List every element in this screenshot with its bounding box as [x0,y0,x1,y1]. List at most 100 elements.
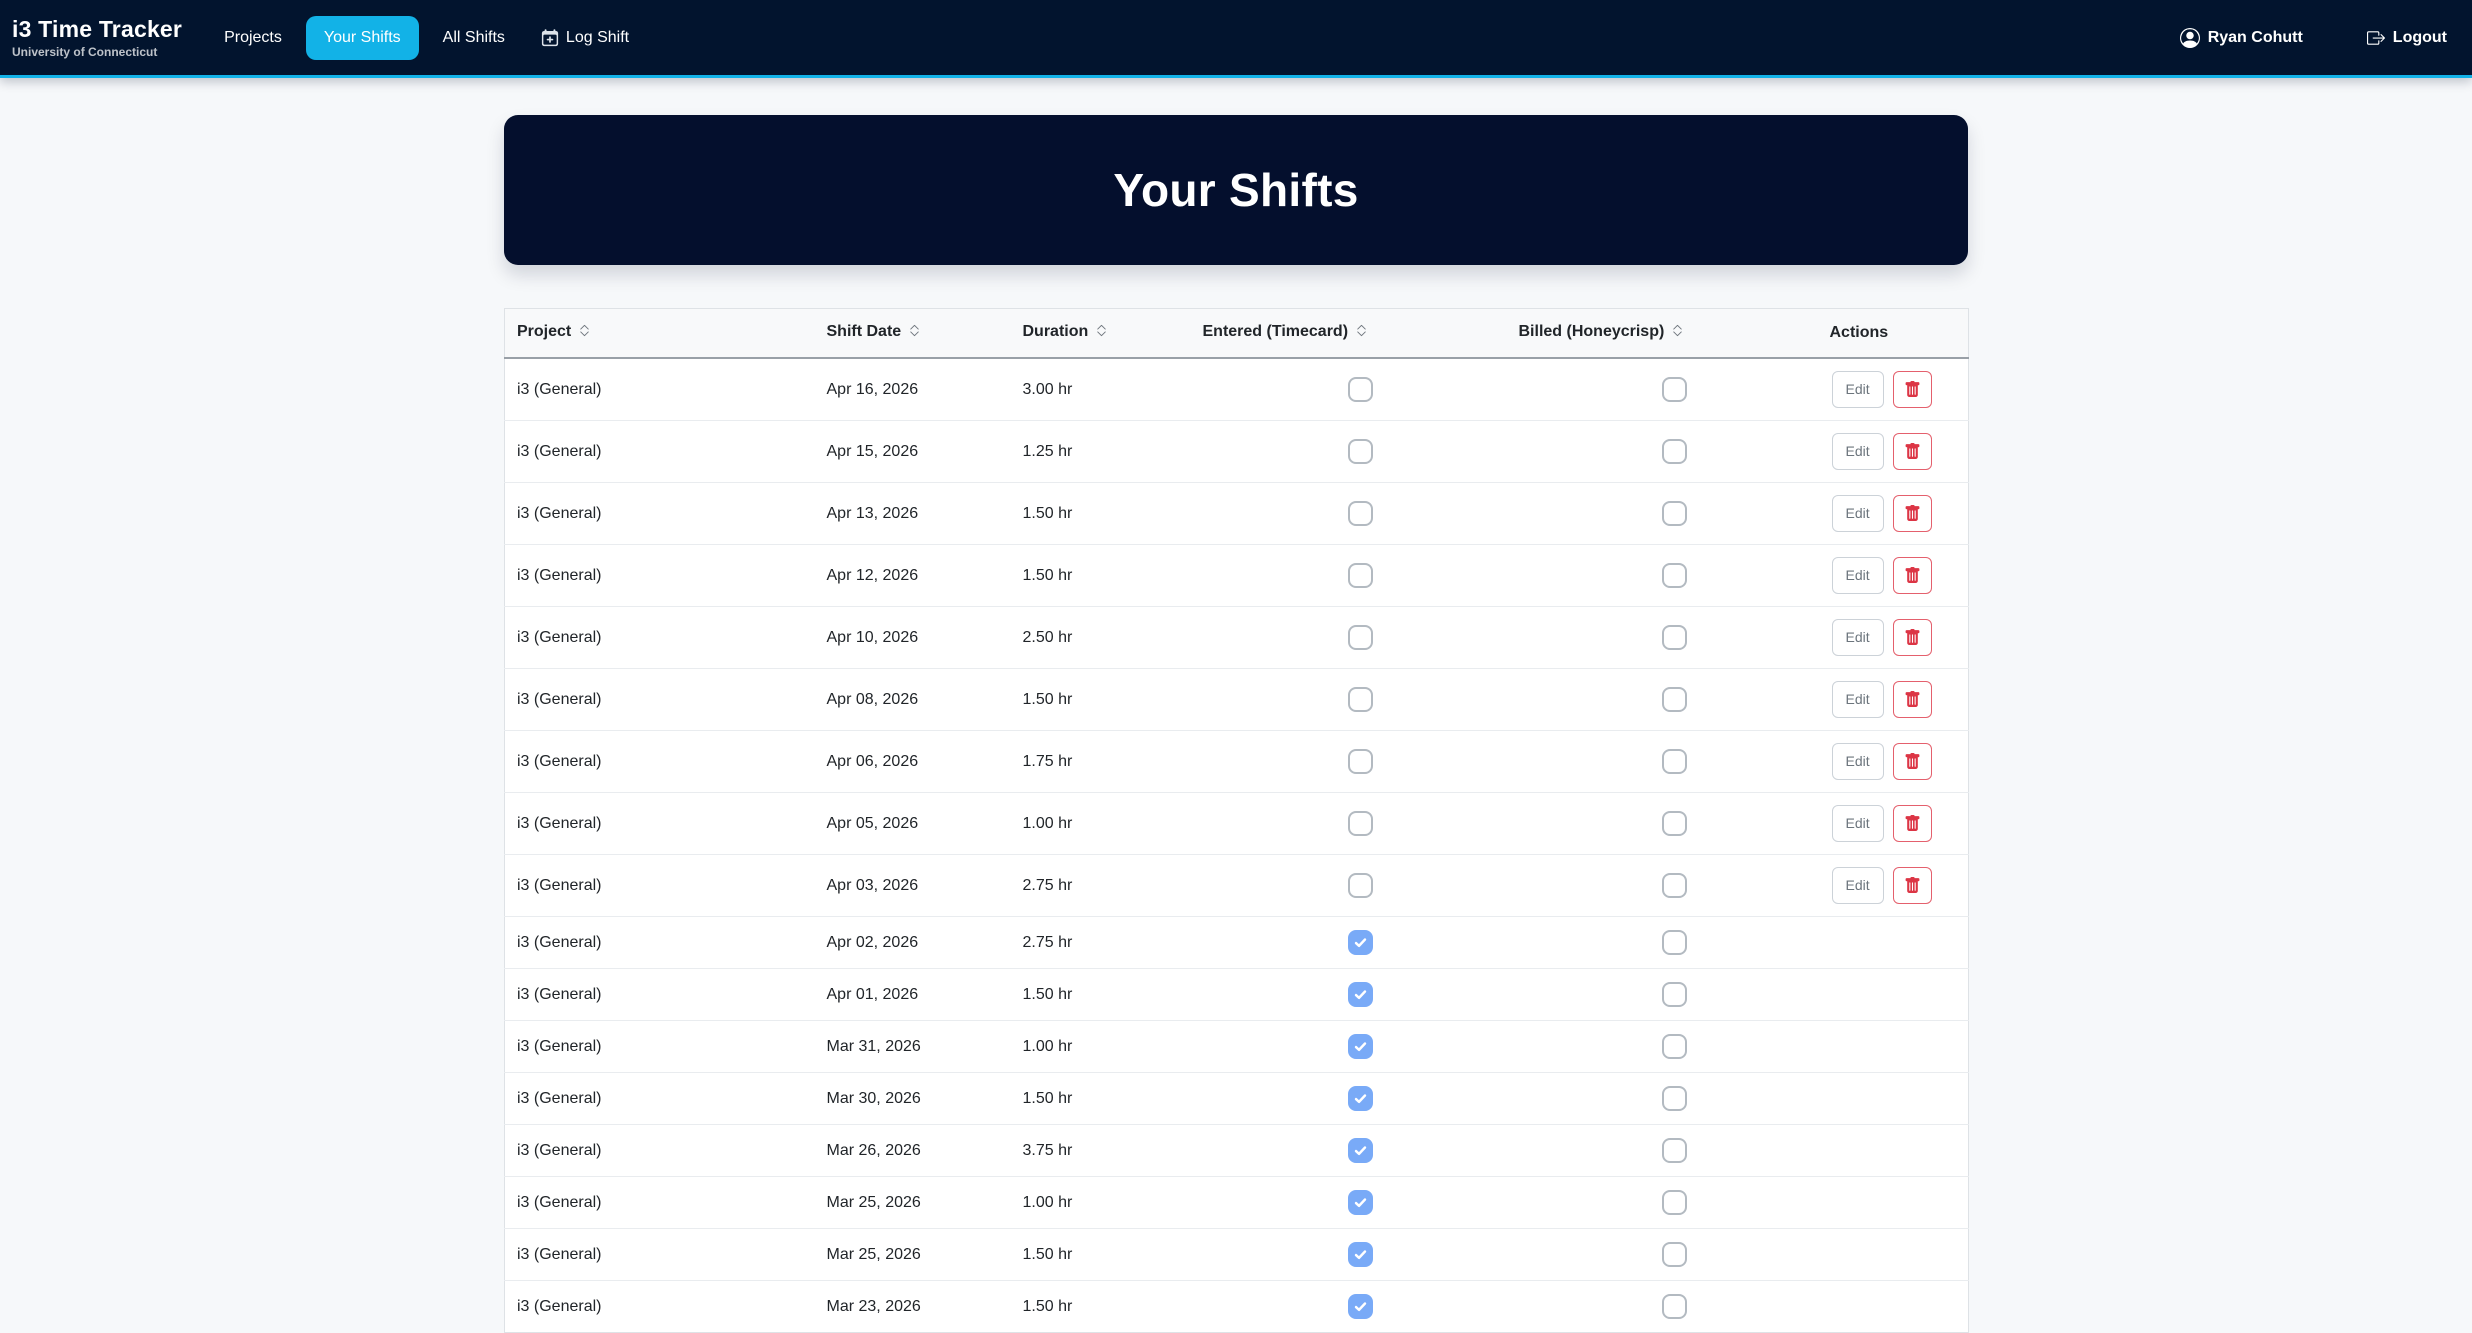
entered-checkbox [1348,929,1373,955]
entered-checkbox[interactable] [1348,624,1373,650]
billed-checkbox[interactable] [1661,500,1687,526]
logout-button[interactable]: Logout [2366,29,2447,47]
entered-checkbox[interactable] [1348,562,1373,588]
nav-item-all-shifts[interactable]: All Shifts [431,16,517,60]
entered-cell [1202,481,1519,544]
shift-date-cell: Mar 26, 2026 [826,1123,1023,1176]
sort-icon[interactable] [1354,323,1369,343]
billed-checkbox [1661,1241,1687,1267]
billed-cell [1518,1227,1830,1280]
billed-cell [1518,1071,1830,1124]
billed-checkbox[interactable] [1661,438,1687,464]
duration-cell: 1.50 hr [1022,543,1203,606]
sort-icon[interactable] [577,323,592,343]
billed-checkbox [1661,1293,1687,1319]
entered-checkbox [1348,1293,1373,1319]
sort-icon[interactable] [1670,323,1685,343]
entered-checkbox [1348,1085,1373,1111]
delete-button[interactable] [1892,494,1932,532]
shift-date-cell: Apr 03, 2026 [826,853,1023,916]
delete-button[interactable] [1892,432,1932,470]
calendar-plus-icon [541,28,559,47]
col-header-billed-honeycrisp[interactable]: Billed (Honeycrisp) [1518,308,1830,359]
entered-checkbox [1348,981,1373,1007]
edit-button[interactable]: Edit [1831,680,1884,718]
delete-button[interactable] [1892,556,1932,594]
table-row: i3 (General) Apr 12, 2026 1.50 hr Edit [504,543,1969,606]
actions-cell: Edit [1829,605,1969,668]
billed-cell [1518,419,1830,482]
billed-cell [1518,481,1830,544]
entered-checkbox[interactable] [1348,810,1373,836]
table-row: i3 (General) Apr 08, 2026 1.50 hr Edit [504,667,1969,730]
actions-cell: Edit [1829,667,1969,730]
nav-items: Projects Your Shifts All Shifts Log Shift [212,15,641,60]
delete-button[interactable] [1892,618,1932,656]
billed-checkbox[interactable] [1661,686,1687,712]
sort-icon[interactable] [907,323,922,343]
entered-checkbox[interactable] [1348,686,1373,712]
user-name: Ryan Cohutt [2207,28,2303,46]
duration-cell: 1.50 hr [1022,481,1203,544]
col-header-actions: Actions [1829,308,1969,359]
nav-item-your-shifts[interactable]: Your Shifts [305,15,419,60]
col-header-label: Shift Date [826,322,902,340]
navbar-right: Ryan Cohutt Logout [2179,27,2447,48]
nav-item-label: All Shifts [442,28,505,46]
entered-checkbox[interactable] [1348,500,1373,526]
billed-checkbox[interactable] [1661,872,1687,898]
edit-button[interactable]: Edit [1831,432,1884,470]
entered-checkbox[interactable] [1348,376,1373,402]
col-header-duration[interactable]: Duration [1022,308,1203,359]
delete-button[interactable] [1892,742,1932,780]
edit-button[interactable]: Edit [1831,804,1884,842]
col-header-label: Billed (Honeycrisp) [1518,322,1665,340]
project-cell: i3 (General) [517,380,602,398]
col-header-entered-timecard[interactable]: Entered (Timecard) [1202,308,1519,359]
trash-icon [1904,566,1921,584]
billed-cell [1518,967,1830,1020]
trash-icon [1904,876,1921,894]
shift-date-cell: Apr 12, 2026 [826,543,1023,606]
entered-checkbox[interactable] [1348,872,1373,898]
duration-cell: 1.00 hr [1022,791,1203,854]
edit-button[interactable]: Edit [1831,618,1884,656]
actions-cell [1829,1175,1969,1228]
duration-cell: 1.25 hr [1022,419,1203,482]
billed-checkbox [1661,1033,1687,1059]
entered-checkbox[interactable] [1348,438,1373,464]
shift-date-cell: Apr 01, 2026 [826,967,1023,1020]
col-header-project[interactable]: Project [504,308,827,359]
nav-item-log-shift[interactable]: Log Shift [529,16,641,60]
delete-button[interactable] [1892,370,1932,408]
user-menu[interactable]: Ryan Cohutt [2179,27,2303,48]
delete-button[interactable] [1892,866,1932,904]
duration-cell: 2.75 hr [1022,853,1203,916]
edit-button[interactable]: Edit [1831,494,1884,532]
billed-checkbox[interactable] [1661,562,1687,588]
edit-button[interactable]: Edit [1831,370,1884,408]
project-cell: i3 (General) [504,667,827,730]
page-title: Your Shifts [1113,164,1359,216]
col-header-shift-date[interactable]: Shift Date [826,308,1023,359]
brand[interactable]: i3 Time Tracker University of Connecticu… [12,16,182,58]
entered-cell [1202,419,1519,482]
entered-checkbox[interactable] [1348,748,1373,774]
nav-item-projects[interactable]: Projects [212,16,294,60]
delete-button[interactable] [1892,680,1932,718]
delete-button[interactable] [1892,804,1932,842]
col-header-label: Duration [1022,322,1089,340]
entered-cell [1203,358,1519,421]
edit-button[interactable]: Edit [1831,556,1884,594]
billed-checkbox[interactable] [1661,748,1687,774]
edit-button[interactable]: Edit [1831,742,1884,780]
billed-checkbox[interactable] [1661,624,1687,650]
project-cell: i3 (General) [504,1071,827,1124]
billed-checkbox[interactable] [1661,810,1687,836]
table-row: i3 (General) Apr 10, 2026 2.50 hr Edit [504,605,1969,668]
shift-date-cell: Mar 23, 2026 [826,1279,1023,1332]
sort-icon[interactable] [1094,323,1109,343]
edit-button[interactable]: Edit [1831,866,1884,904]
entered-cell [1202,1123,1519,1176]
billed-checkbox[interactable] [1661,376,1687,402]
